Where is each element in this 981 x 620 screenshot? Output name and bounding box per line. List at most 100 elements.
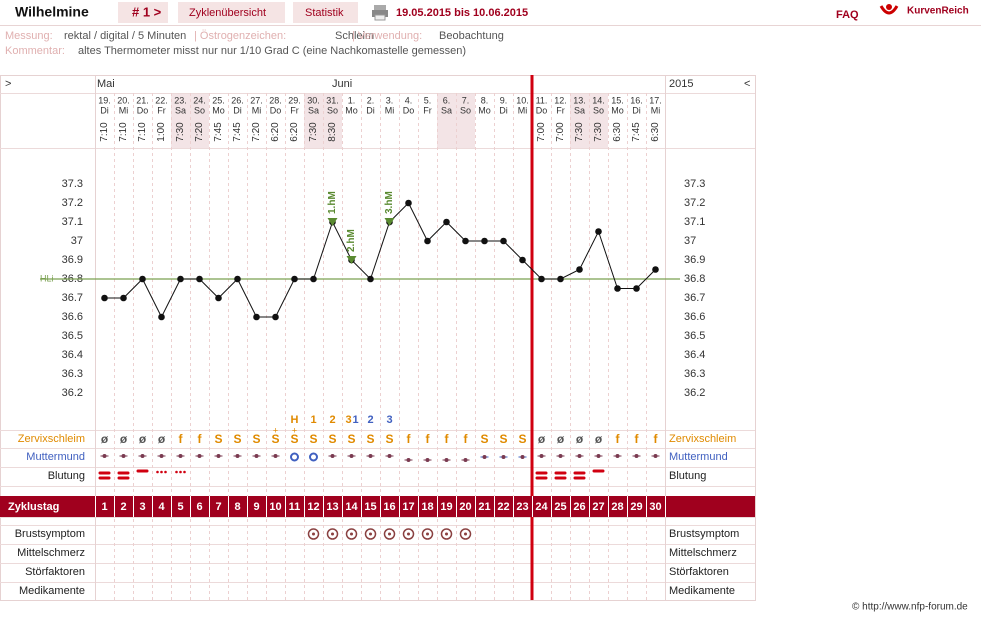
cervix-icon [273, 454, 278, 458]
breast-icon [459, 528, 472, 540]
weekday: Mi [651, 105, 661, 115]
mucus-plus: + [292, 425, 297, 435]
weekday: Mi [385, 105, 395, 115]
user-name: Wilhelmine [15, 4, 89, 20]
cervix-icon [235, 454, 240, 458]
breast-icon [345, 528, 358, 540]
hm-label: 3.hM [384, 191, 395, 214]
weekday: Do [536, 105, 548, 115]
hm-label: 1.hM [327, 191, 338, 214]
measure-time: 7:45 [213, 122, 224, 142]
cycle-day: 8 [234, 501, 240, 513]
temperature-point [196, 275, 203, 283]
cervix-icon [406, 458, 411, 462]
cycle-day: 16 [383, 501, 395, 513]
measure-time: 7:30 [574, 122, 585, 142]
breast-icon [426, 532, 429, 536]
bleeding-icon [164, 470, 167, 474]
nav-tab[interactable] [178, 2, 285, 23]
day-number: 20. [117, 95, 130, 105]
weekday: Fr [423, 105, 432, 115]
cervix-icon [368, 454, 373, 458]
cycle-day: 2 [120, 501, 126, 513]
temperature-point [614, 285, 621, 292]
row-label: Zervixschleim [18, 433, 85, 445]
measure-time: 6:30 [612, 122, 623, 142]
nav-link[interactable]: Statistik [305, 7, 344, 19]
row-label: Blutung [669, 470, 706, 482]
copyright: © http://www.nfp-forum.de [852, 602, 968, 613]
day-number: 22. [155, 95, 168, 105]
cervical-mucus: S [480, 432, 488, 446]
y-tick-label: 36.9 [684, 254, 705, 266]
breast-icon [364, 528, 377, 540]
cervix-icon [634, 454, 639, 458]
temperature-point [234, 275, 241, 283]
breast-icon [326, 528, 339, 540]
cervical-mucus: f [179, 432, 184, 446]
weekend-shade [456, 93, 475, 148]
day-number: 21. [136, 95, 149, 105]
cervical-mucus: ø [139, 432, 147, 446]
row-label: Zyklustag [8, 501, 59, 513]
cycle-day: 21 [478, 501, 490, 513]
temperature-point [101, 294, 108, 302]
day-number: 15. [611, 95, 624, 105]
y-tick-label: 36.6 [62, 311, 83, 323]
nav-link[interactable]: Zyklenübersicht [189, 7, 266, 19]
cervical-mucus: f [407, 432, 412, 446]
nav-tab[interactable] [293, 2, 358, 23]
peak-count: 3 [345, 414, 351, 426]
day-number: 2. [367, 95, 375, 105]
breast-icon [312, 532, 315, 536]
cervix-icon [539, 454, 544, 458]
cycle-day: 18 [421, 501, 433, 513]
cycle-day: 12 [307, 501, 319, 513]
cervical-mucus: ø [120, 432, 128, 446]
breast-icon [440, 528, 453, 540]
cervical-mucus: f [635, 432, 640, 446]
bleeding-icon [554, 476, 567, 480]
cycle-day: 24 [535, 501, 548, 513]
measure-time: 7:00 [536, 122, 547, 142]
print-icon[interactable] [372, 5, 388, 21]
y-tick-label: 37.3 [62, 178, 83, 190]
cycle-link[interactable]: # 1 > [132, 4, 162, 19]
cervical-mucus: S [347, 432, 355, 446]
weekday: Di [632, 105, 641, 115]
cycle-day: 27 [592, 501, 604, 513]
cervix-icon [653, 454, 658, 458]
weekend-shade [589, 93, 608, 148]
brand[interactable]: KurvenReich [907, 6, 969, 17]
cycle-day: 28 [611, 501, 623, 513]
hli-label: HLi [40, 273, 54, 283]
measure-time: 7:30 [308, 122, 319, 142]
nav-arrow[interactable]: < [744, 78, 750, 90]
temperature-point [177, 275, 184, 283]
row-label: Medikamente [669, 585, 735, 597]
cervix-icon [121, 454, 126, 458]
faq-link[interactable]: FAQ [836, 9, 859, 21]
bleeding-icon [179, 470, 182, 474]
day-number: 17. [649, 95, 662, 105]
day-number: 29. [288, 95, 301, 105]
cervical-mucus: S [290, 432, 298, 446]
cervix-icon [463, 458, 468, 462]
measure-time: 6:20 [270, 122, 281, 142]
day-number: 4. [405, 95, 413, 105]
cycle-tab[interactable] [118, 2, 168, 23]
weekday: Mi [119, 105, 129, 115]
weekend-shade [190, 93, 209, 148]
cycle-day: 22 [497, 501, 509, 513]
nav-arrow[interactable]: > [5, 78, 11, 90]
cervix-icon [159, 454, 164, 458]
cervical-mucus: S [366, 432, 374, 446]
cervix-icon [309, 452, 318, 462]
breast-icon [407, 532, 410, 536]
temperature-point [424, 237, 431, 245]
info-label: Messung: [5, 30, 53, 42]
weekday: Sa [175, 105, 186, 115]
weekend-shade [570, 93, 589, 148]
cervix-icon [216, 454, 221, 458]
breast-icon [350, 532, 353, 536]
